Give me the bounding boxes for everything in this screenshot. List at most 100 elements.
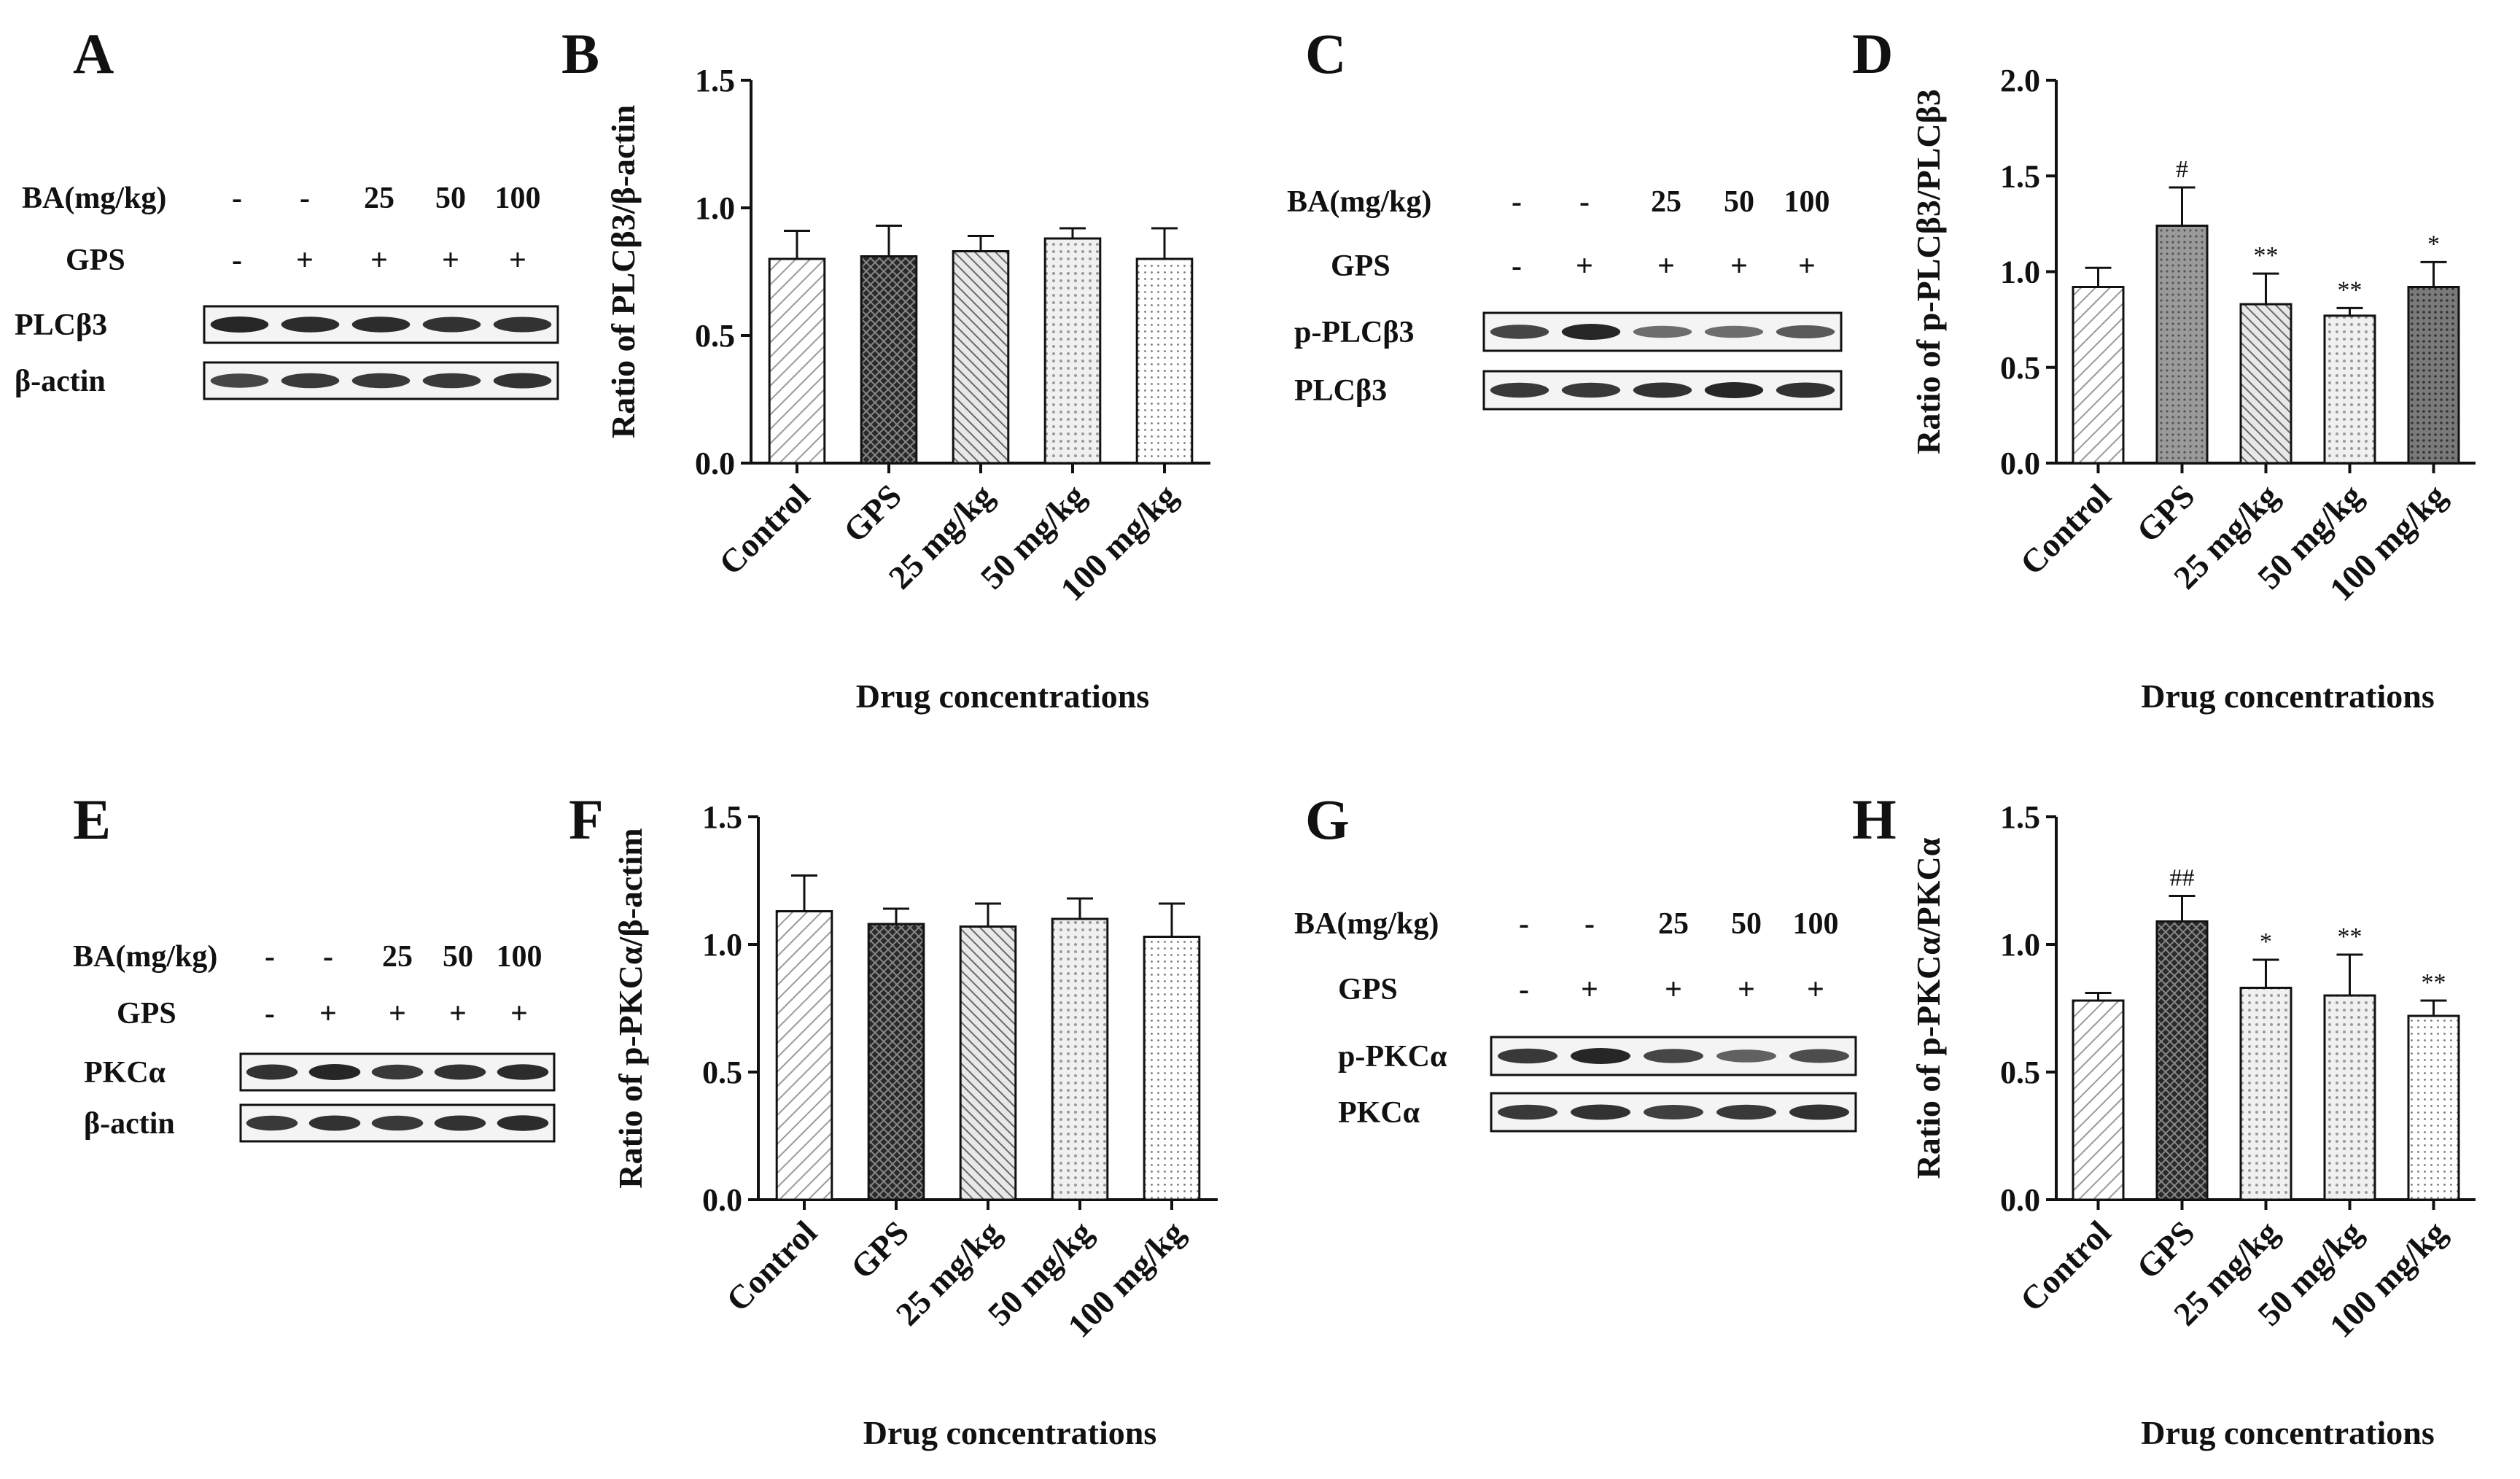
blot-band-label: PLCβ3: [15, 308, 107, 342]
panel-letter-h: H: [1852, 788, 1897, 851]
western-blot-g: BA(mg/kg) GPS - - 25 50 100 - + + + + p-PKCα PKCα: [1294, 907, 1857, 1133]
bar: [860, 255, 918, 465]
blot-band: [493, 373, 552, 389]
significance-mark: **: [2254, 242, 2279, 269]
x-tick-label: GPS: [844, 1214, 916, 1286]
blot-band: [497, 1115, 549, 1131]
blot-band-label: β-actin: [84, 1107, 175, 1141]
blot-gps-mark: +: [449, 997, 467, 1030]
blot-band: [1716, 1104, 1776, 1120]
blot-band: [1633, 325, 1692, 338]
bar: [768, 257, 826, 465]
bar: [952, 250, 1010, 465]
y-tick-label: 0.0: [702, 1182, 742, 1218]
blot-band: [210, 317, 269, 333]
blot-gps-mark: +: [1730, 249, 1748, 283]
blot-band: [1561, 324, 1621, 340]
blot-row-label: GPS: [66, 244, 125, 277]
blot-ba-dose: 25: [1658, 907, 1689, 941]
blot-band-label: PKCα: [1338, 1096, 1420, 1130]
bar: [2407, 1014, 2460, 1201]
blot-band: [351, 373, 411, 389]
blot-gps-mark: +: [370, 244, 388, 277]
y-tick-label: 0.0: [695, 446, 735, 481]
blot-band: [371, 1115, 424, 1131]
y-tick-label: 1.5: [702, 799, 742, 835]
blot-gps-mark: +: [509, 244, 526, 277]
blot-band-label: p-PLCβ3: [1294, 316, 1414, 349]
blot-gps-mark: +: [1665, 973, 1682, 1006]
y-tick-label: 1.5: [2000, 158, 2040, 194]
blot-band: [281, 317, 340, 333]
western-blot-c: BA(mg/kg) GPS - - 25 50 100 - + + + + p-PLCβ3 PLCβ3: [1287, 185, 1843, 411]
blot-ba-dose: 25: [382, 940, 413, 974]
blot-row-label: BA(mg/kg): [22, 182, 166, 215]
blot-ba-dose: -: [1579, 185, 1590, 219]
blot-ba-dose: -: [300, 182, 310, 215]
x-tick-label: Control: [719, 1214, 824, 1319]
blot-band: [281, 373, 340, 389]
blot-band: [422, 317, 481, 333]
y-tick-label: 1.0: [702, 927, 742, 963]
blot-gps-mark: +: [1657, 249, 1675, 283]
bar: [2155, 920, 2209, 1201]
y-tick-label: 1.0: [695, 190, 735, 226]
western-blot-a: BA(mg/kg) GPS - - 25 50 100 - + + + + PLCβ3 β-actin: [15, 182, 559, 400]
bar: [2407, 286, 2460, 465]
blot-ba-dose: -: [1519, 907, 1529, 941]
x-axis-title: Drug concentrations: [2141, 678, 2434, 715]
blot-band-label: PLCβ3: [1294, 374, 1387, 408]
bar: [2239, 303, 2292, 465]
bar: [2072, 286, 2125, 465]
blot-gps-mark: +: [389, 997, 406, 1030]
blot-gps-mark: +: [1798, 249, 1816, 283]
blot-gps-mark: -: [265, 997, 275, 1030]
blot-band: [1571, 1048, 1630, 1064]
blot-band: [371, 1064, 424, 1080]
significance-mark: ##: [2170, 865, 2195, 892]
blot-band: [434, 1064, 486, 1080]
y-tick-label: 0.5: [2000, 1055, 2040, 1090]
y-tick-label: 0.0: [2000, 1182, 2040, 1218]
blot-ba-dose: 25: [1651, 185, 1681, 219]
blot-band: [422, 373, 481, 389]
western-blot-e: BA(mg/kg) GPS - - 25 50 100 - + + + + PKCα β-actin: [73, 940, 556, 1143]
y-axis-title: Ratio of p-PKCα/β-actim: [612, 828, 649, 1188]
blot-band: [1704, 325, 1764, 338]
blot-row-label: BA(mg/kg): [1287, 185, 1431, 219]
panel-letter-b: B: [561, 22, 599, 85]
blot-row-label: BA(mg/kg): [1294, 907, 1439, 941]
blot-band: [1644, 1105, 1703, 1119]
blot-ba-dose: 50: [435, 182, 466, 215]
blot-ba-dose: -: [232, 182, 242, 215]
panel-letter-e: E: [73, 788, 111, 851]
x-tick-label: Control: [2013, 477, 2118, 582]
blot-ba-dose: -: [1512, 185, 1522, 219]
blot-ba-dose: 50: [443, 940, 473, 974]
blot-ba-dose: 100: [495, 182, 541, 215]
panel-letter-a: A: [73, 22, 114, 85]
blot-band: [434, 1115, 486, 1131]
blot-gps-mark: -: [1519, 973, 1529, 1006]
panel-letter-c: C: [1305, 22, 1346, 85]
blot-band-label: p-PKCα: [1338, 1040, 1447, 1074]
y-tick-label: 2.0: [2000, 63, 2040, 98]
panel-letter-g: G: [1305, 788, 1350, 851]
blot-band: [210, 373, 269, 388]
blot-band: [1571, 1104, 1630, 1120]
significance-mark: #: [2176, 156, 2188, 183]
y-tick-label: 1.0: [2000, 255, 2040, 290]
x-tick-label: Control: [2013, 1214, 2118, 1319]
bar: [959, 925, 1017, 1201]
bar: [2072, 999, 2125, 1201]
blot-band: [1490, 325, 1549, 339]
blot-band: [1644, 1049, 1703, 1063]
blot-band: [1789, 1049, 1849, 1063]
blot-band: [308, 1064, 361, 1080]
y-tick-label: 0.5: [702, 1055, 742, 1090]
blot-band: [246, 1064, 298, 1080]
y-axis-title: Ratio of p-PKCα/PKCα: [1910, 837, 1947, 1179]
